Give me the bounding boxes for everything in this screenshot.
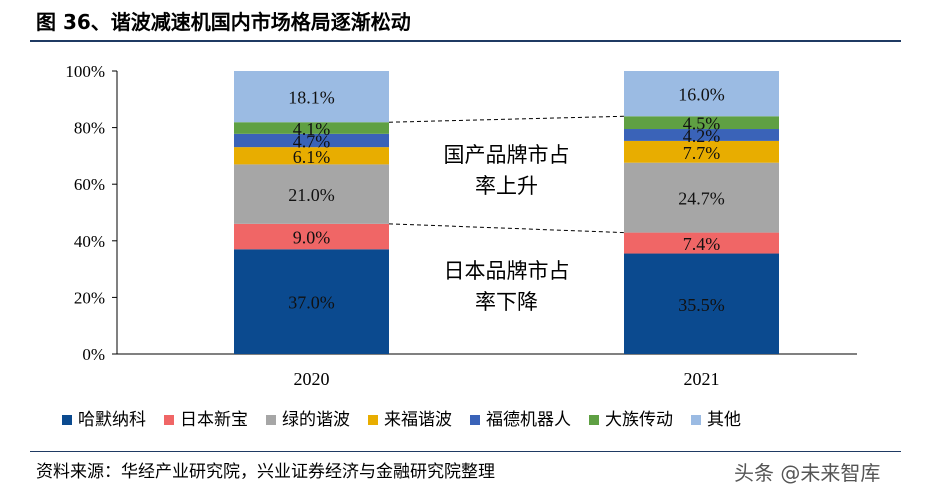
bar-segment xyxy=(624,140,779,163)
bar-segment xyxy=(234,164,389,224)
data-label: 35.5% xyxy=(678,295,725,315)
stacked-bar-chart: 0% 20% 40% 60% 80% 100% 37.0% 9.0% 21.0% 6.1%4.7%… xyxy=(65,62,857,389)
legend-item: 其他 xyxy=(691,405,741,430)
legend-swatch xyxy=(368,415,378,425)
bar-segment xyxy=(624,129,779,141)
y-tick-label: 80% xyxy=(74,119,105,138)
bar-segment xyxy=(234,223,389,250)
bar-segment xyxy=(624,162,779,233)
y-tick-label: 40% xyxy=(74,232,105,251)
bar-segment xyxy=(234,249,389,354)
bar-segment xyxy=(234,147,389,165)
legend-item: 来福谐波 xyxy=(368,405,452,430)
legend-item: 哈默纳科 xyxy=(62,405,146,430)
data-label: 18.1% xyxy=(288,88,335,108)
chart-title: 图 36、谐波减速机国内市场格局逐渐松动 xyxy=(36,10,411,34)
source-divider xyxy=(30,451,901,452)
bar-segment xyxy=(624,232,779,254)
legend-item: 绿的谐波 xyxy=(266,405,350,430)
watermark: 头条 @未来智库 xyxy=(734,461,881,485)
data-label: 16.0% xyxy=(678,85,725,105)
bar-segment xyxy=(624,71,779,117)
legend-item: 福德机器人 xyxy=(470,405,571,430)
data-label: 21.0% xyxy=(288,185,335,205)
annotation-text: 国产品牌市占 xyxy=(444,143,570,167)
x-tick-label: 2021 xyxy=(684,369,720,389)
legend-label: 其他 xyxy=(707,410,741,430)
y-tick-label: 60% xyxy=(74,175,105,194)
chart-legend: 哈默纳科 日本新宝 绿的谐波 来福谐波 福德机器人 大族传动 其他 xyxy=(62,405,759,430)
data-label: 24.7% xyxy=(678,189,725,209)
source-note: 资料来源：华经产业研究院，兴业证券经济与金融研究院整理 xyxy=(36,462,495,482)
legend-item: 日本新宝 xyxy=(164,405,248,430)
legend-label: 大族传动 xyxy=(605,410,673,430)
bar-segment xyxy=(234,133,389,148)
legend-swatch xyxy=(266,415,276,425)
data-label: 37.0% xyxy=(288,293,335,313)
x-tick-label: 2020 xyxy=(294,369,330,389)
annotation-text: 日本品牌市占 xyxy=(444,259,570,283)
data-label: 6.1% xyxy=(293,147,331,167)
legend-swatch xyxy=(691,415,701,425)
bar-segment xyxy=(624,253,779,354)
trend-connector-line xyxy=(388,223,625,234)
legend-swatch xyxy=(589,415,599,425)
data-label: 4.2% xyxy=(683,126,721,146)
legend-label: 来福谐波 xyxy=(384,410,452,430)
legend-label: 日本新宝 xyxy=(180,410,248,430)
legend-label: 福德机器人 xyxy=(486,410,571,430)
y-tick-label: 0% xyxy=(82,345,105,364)
data-label: 7.7% xyxy=(683,143,721,163)
legend-swatch xyxy=(62,415,72,425)
y-tick-label: 20% xyxy=(74,288,105,307)
legend-label: 绿的谐波 xyxy=(282,410,350,430)
data-label: 4.5% xyxy=(683,114,721,134)
legend-item: 大族传动 xyxy=(589,405,673,430)
bar-segment xyxy=(624,116,779,130)
data-label: 4.1% xyxy=(293,119,331,139)
annotation-text: 率上升 xyxy=(475,174,538,198)
y-tick-label: 100% xyxy=(65,62,105,81)
legend-swatch xyxy=(470,415,480,425)
bar-segment xyxy=(234,122,389,134)
title-divider xyxy=(30,40,901,42)
trend-connector-line xyxy=(388,115,625,123)
annotation-text: 率下降 xyxy=(475,290,538,314)
data-label: 9.0% xyxy=(293,228,331,248)
bar-segment xyxy=(234,71,389,123)
data-label: 4.7% xyxy=(293,131,331,151)
legend-label: 哈默纳科 xyxy=(78,410,146,430)
legend-swatch xyxy=(164,415,174,425)
data-label: 7.4% xyxy=(683,234,721,254)
